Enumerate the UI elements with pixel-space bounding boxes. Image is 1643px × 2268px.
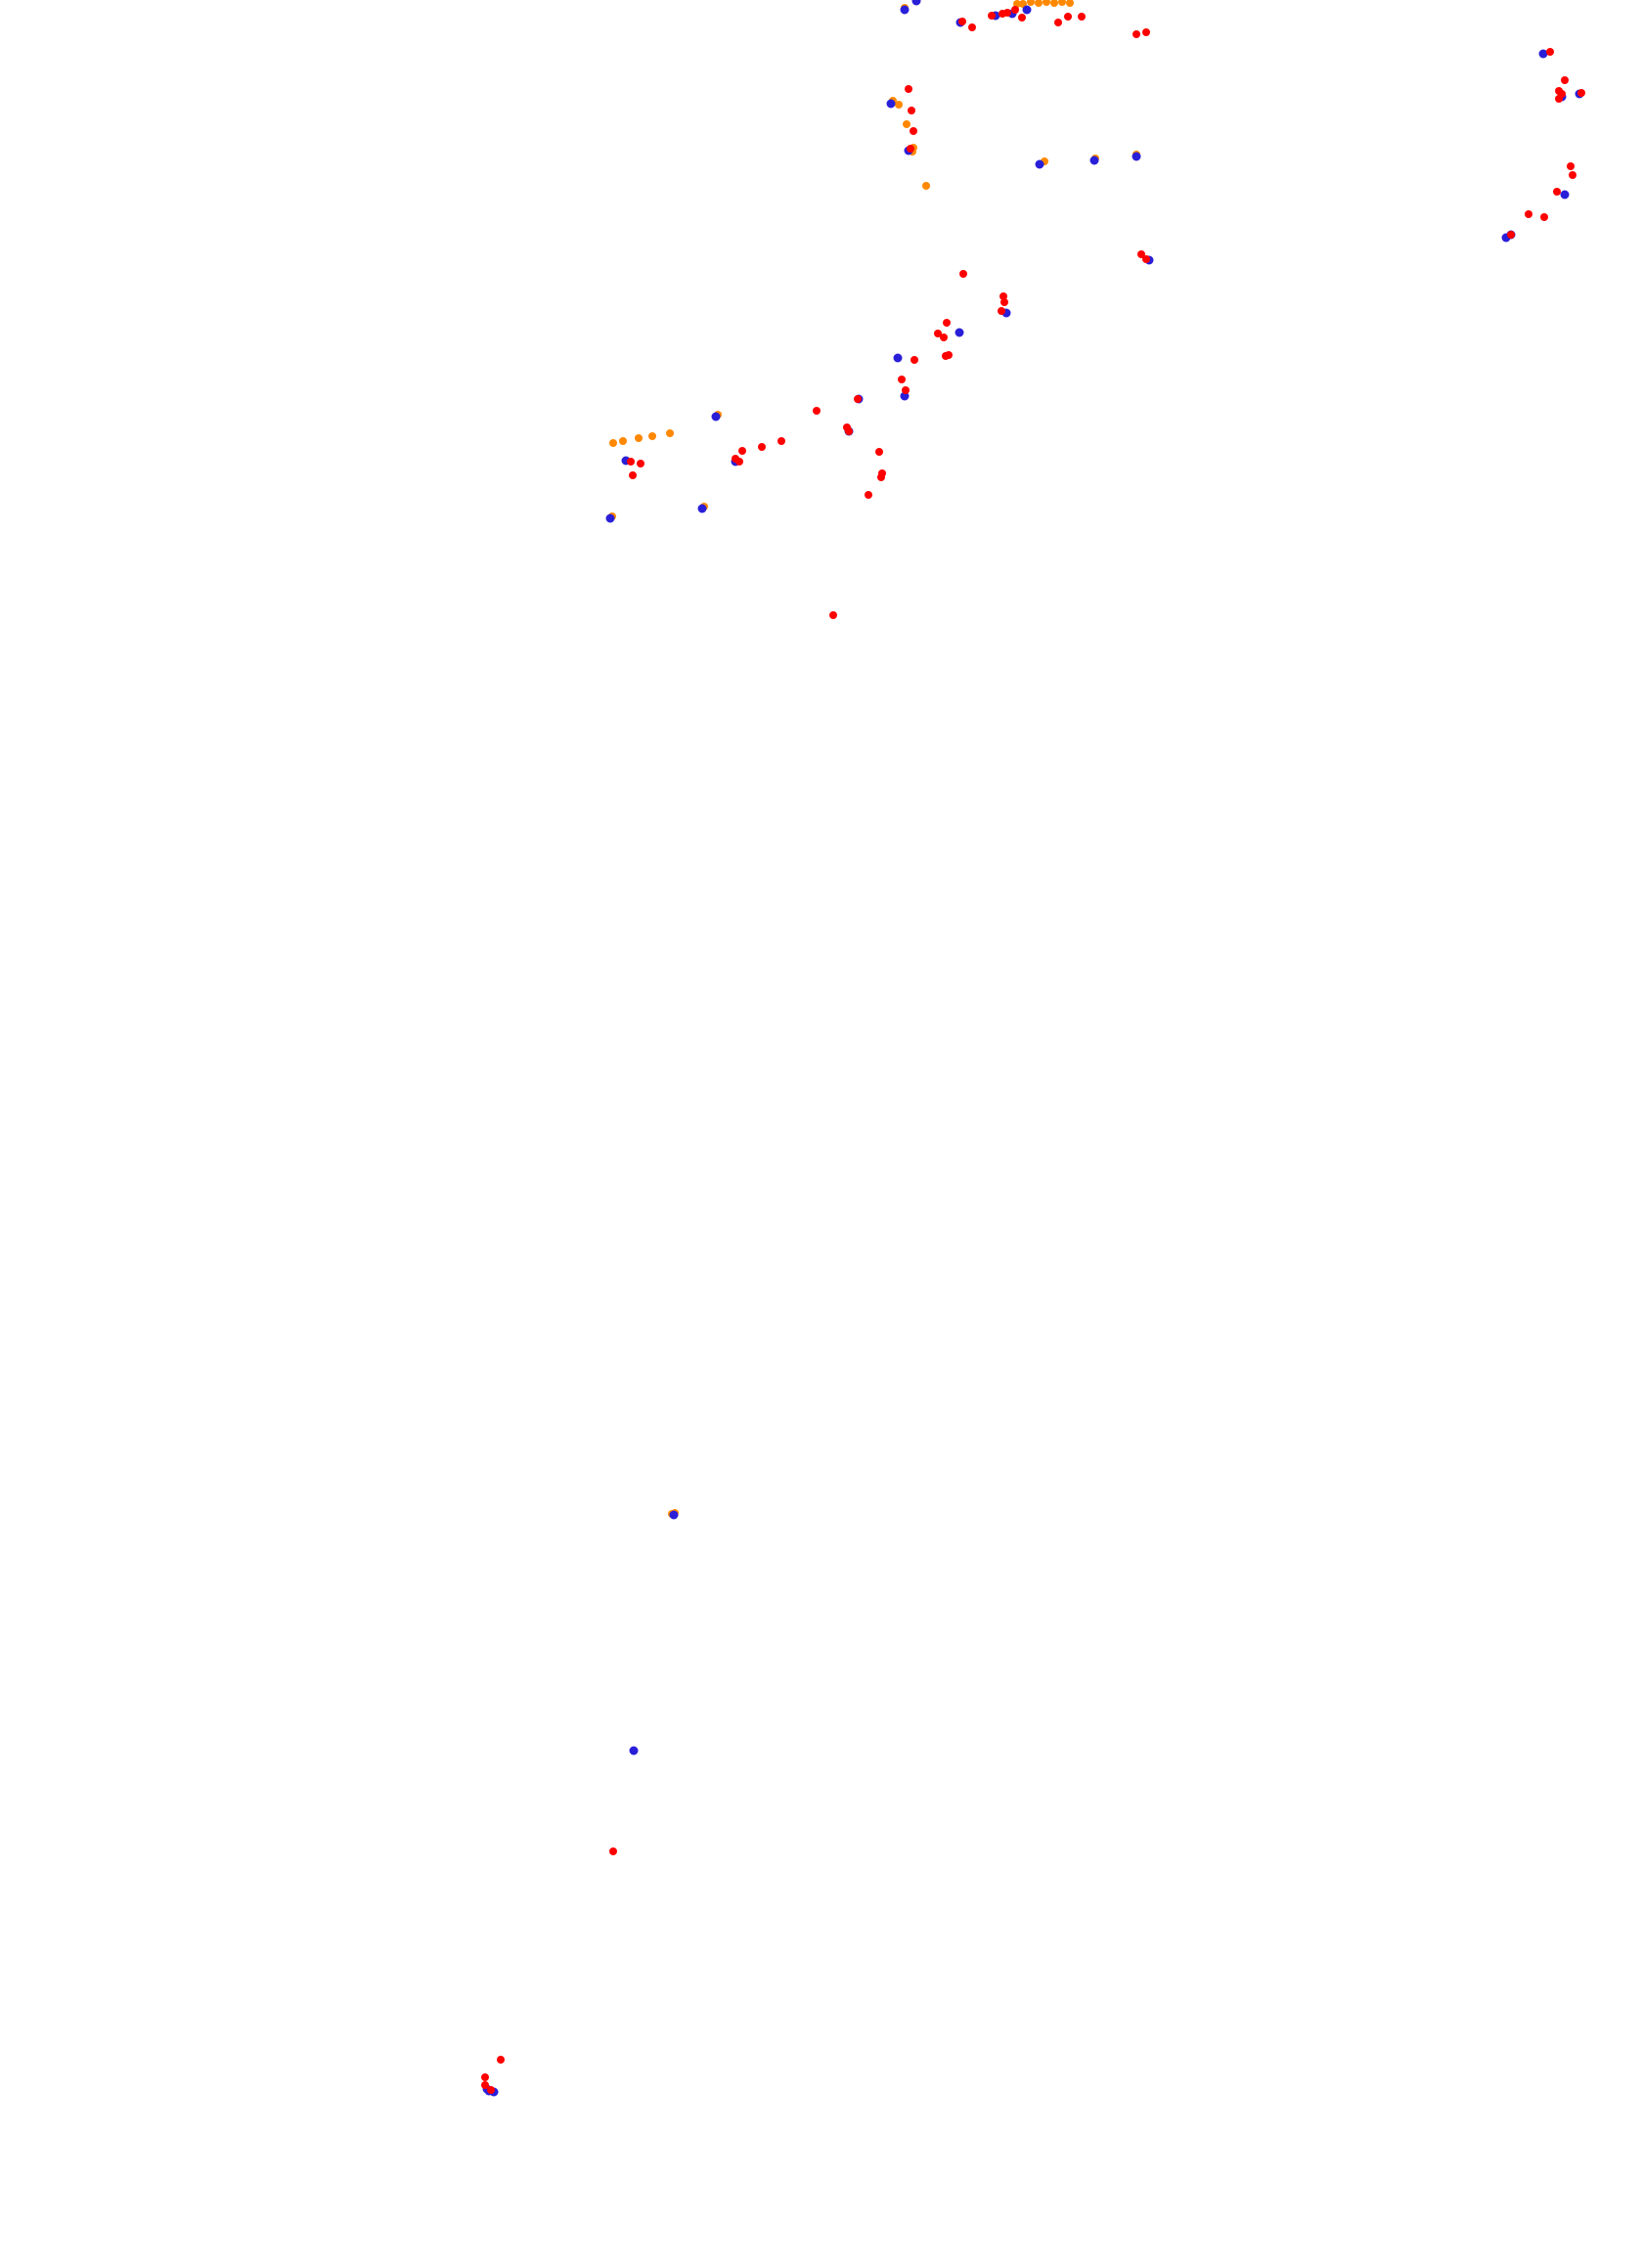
- map-point-red[interactable]: [735, 458, 743, 466]
- map-point-blue[interactable]: [1022, 5, 1032, 15]
- map-point-orange[interactable]: [648, 432, 656, 440]
- map-point-red[interactable]: [877, 473, 885, 481]
- map-point-red[interactable]: [1525, 210, 1532, 218]
- map-point-red[interactable]: [999, 292, 1007, 300]
- map-point-red[interactable]: [1132, 30, 1140, 38]
- map-point-blue[interactable]: [900, 5, 910, 15]
- map-point-red[interactable]: [813, 407, 821, 415]
- map-point-red[interactable]: [988, 12, 996, 20]
- map-point-red[interactable]: [968, 23, 976, 31]
- map-point-orange[interactable]: [619, 437, 627, 445]
- map-point-orange[interactable]: [1066, 0, 1074, 7]
- map-point-red[interactable]: [629, 471, 637, 479]
- map-point-blue[interactable]: [629, 1746, 639, 1756]
- map-point-red[interactable]: [1577, 89, 1585, 97]
- map-point-red[interactable]: [1137, 250, 1145, 258]
- map-point-red[interactable]: [1561, 76, 1569, 84]
- map-point-red[interactable]: [777, 437, 785, 445]
- map-point-red[interactable]: [958, 18, 966, 25]
- map-point-red[interactable]: [1546, 48, 1554, 56]
- map-point-red[interactable]: [481, 2081, 489, 2089]
- map-point-red[interactable]: [898, 376, 906, 383]
- map-point-red[interactable]: [854, 395, 862, 403]
- map-point-red[interactable]: [1553, 188, 1561, 196]
- map-point-orange[interactable]: [635, 434, 643, 442]
- map-point-red[interactable]: [487, 2086, 495, 2094]
- map-point-blue[interactable]: [1089, 156, 1099, 165]
- map-point-red[interactable]: [1000, 298, 1008, 306]
- map-point-blue[interactable]: [605, 513, 615, 523]
- map-point-red[interactable]: [1507, 231, 1515, 239]
- map-point-blue[interactable]: [1035, 159, 1044, 169]
- map-point-red[interactable]: [627, 458, 635, 466]
- map-point-orange[interactable]: [903, 120, 910, 128]
- map-point-red[interactable]: [907, 145, 914, 153]
- map-point-red[interactable]: [637, 460, 644, 467]
- map-point-red[interactable]: [959, 270, 967, 278]
- map-point-red[interactable]: [875, 448, 883, 456]
- map-point-red[interactable]: [1555, 95, 1563, 103]
- map-point-red[interactable]: [738, 447, 746, 455]
- map-point-blue[interactable]: [955, 328, 964, 337]
- map-point-blue[interactable]: [1538, 49, 1548, 59]
- map-point-red[interactable]: [910, 127, 917, 135]
- map-point-orange[interactable]: [1050, 0, 1058, 7]
- map-point-blue[interactable]: [1132, 152, 1141, 161]
- map-point-red[interactable]: [497, 2056, 505, 2064]
- map-point-blue[interactable]: [886, 99, 896, 109]
- map-point-orange[interactable]: [1035, 0, 1043, 7]
- orange-point-group: [608, 0, 1140, 1518]
- map-point-blue[interactable]: [893, 353, 903, 363]
- map-point-orange[interactable]: [666, 429, 674, 437]
- map-point-blue[interactable]: [711, 412, 721, 422]
- map-point-red[interactable]: [1569, 171, 1576, 179]
- map-point-red[interactable]: [998, 307, 1005, 315]
- blue-point-group: [482, 0, 1584, 2097]
- map-point-blue[interactable]: [697, 504, 707, 513]
- map-point-blue[interactable]: [1560, 190, 1570, 200]
- map-point-red[interactable]: [902, 386, 910, 394]
- map-point-red[interactable]: [1540, 213, 1548, 221]
- map-point-red[interactable]: [934, 330, 942, 337]
- map-point-red[interactable]: [1078, 13, 1086, 21]
- map-point-red[interactable]: [829, 611, 837, 619]
- map-point-blue[interactable]: [669, 1510, 679, 1520]
- map-point-orange[interactable]: [895, 101, 903, 109]
- map-point-red[interactable]: [1142, 28, 1150, 36]
- map-point-orange[interactable]: [1058, 0, 1066, 6]
- map-point-red[interactable]: [845, 427, 853, 435]
- map-point-red[interactable]: [910, 356, 918, 364]
- map-point-red[interactable]: [865, 491, 872, 499]
- map-point-red[interactable]: [1142, 255, 1150, 263]
- map-point-orange[interactable]: [609, 439, 617, 447]
- map-point-orange[interactable]: [1027, 0, 1035, 6]
- map-point-red[interactable]: [1003, 9, 1011, 17]
- map-point-red[interactable]: [1054, 19, 1062, 26]
- map-point-red[interactable]: [908, 107, 915, 114]
- map-point-red[interactable]: [943, 319, 951, 327]
- map-point-red[interactable]: [940, 334, 948, 341]
- map-point-red[interactable]: [1011, 6, 1019, 14]
- map-point-orange[interactable]: [1043, 0, 1050, 6]
- map-point-red[interactable]: [758, 443, 766, 451]
- map-point-blue[interactable]: [911, 0, 921, 6]
- red-point-group: [481, 6, 1585, 2094]
- map-point-red[interactable]: [1567, 162, 1575, 170]
- map-point-red[interactable]: [905, 85, 912, 93]
- map-point-red[interactable]: [481, 2073, 489, 2081]
- map-point-orange[interactable]: [922, 182, 930, 190]
- map-point-red[interactable]: [609, 1847, 617, 1855]
- map-point-red[interactable]: [1018, 14, 1026, 22]
- map-point-red[interactable]: [942, 352, 950, 360]
- map-point-red[interactable]: [1064, 13, 1072, 21]
